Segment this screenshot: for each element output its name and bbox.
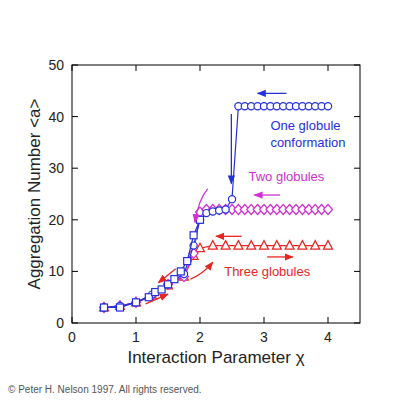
x-tick <box>200 317 201 323</box>
point <box>132 297 141 306</box>
point <box>324 204 333 214</box>
y-tick <box>354 116 360 117</box>
x-tick <box>136 65 137 71</box>
series-line <box>104 220 200 308</box>
direction-arrow <box>158 269 175 283</box>
point <box>260 241 269 250</box>
y-tick <box>72 271 78 272</box>
series-label: Three globules <box>224 264 310 279</box>
y-tick-label: 40 <box>48 109 64 125</box>
series-line <box>104 246 328 308</box>
point <box>133 299 140 306</box>
x-tick <box>328 65 329 71</box>
direction-arrow <box>258 93 287 94</box>
y-tick <box>354 271 360 272</box>
y-tick <box>72 116 78 117</box>
point <box>184 258 191 265</box>
chart: 0123401020304050Interaction Parameter χA… <box>0 0 400 400</box>
direction-arrow <box>267 256 293 257</box>
point <box>234 241 243 250</box>
y-tick <box>72 65 78 66</box>
x-tick-label: 3 <box>260 329 268 345</box>
point <box>272 241 281 250</box>
point <box>132 297 141 307</box>
x-axis-title: Interaction Parameter χ <box>127 348 304 367</box>
point <box>324 241 333 250</box>
x-tick <box>136 317 137 323</box>
point <box>100 303 109 313</box>
y-tick-label: 20 <box>48 212 64 228</box>
y-tick <box>72 219 78 220</box>
point <box>171 276 178 283</box>
x-tick-label: 2 <box>196 329 204 345</box>
label-line: One globule <box>270 118 340 133</box>
point <box>196 216 203 223</box>
y-tick <box>354 65 360 66</box>
point <box>177 268 184 275</box>
point <box>228 196 235 203</box>
y-tick-label: 0 <box>56 315 64 331</box>
series-label: Two globules <box>248 169 324 184</box>
y-tick-label: 50 <box>48 57 64 73</box>
label-line: conformation <box>270 135 345 150</box>
series-line <box>104 209 328 307</box>
point <box>101 304 108 311</box>
y-tick <box>354 219 360 220</box>
x-tick-label: 4 <box>324 329 332 345</box>
y-axis-title: Aggregation Number <a> <box>25 98 44 289</box>
x-tick <box>264 317 265 323</box>
point <box>132 299 139 306</box>
point <box>311 241 320 250</box>
point <box>116 301 125 311</box>
point <box>221 241 230 250</box>
x-tick-label: 0 <box>68 329 76 345</box>
point <box>190 232 197 239</box>
point <box>285 241 294 250</box>
point <box>247 241 256 250</box>
plot-frame <box>72 65 360 323</box>
x-tick <box>328 317 329 323</box>
point <box>208 241 217 250</box>
y-tick <box>354 323 360 324</box>
y-tick <box>72 168 78 169</box>
direction-arrow <box>216 236 242 237</box>
copyright: © Peter H. Nelson 1997. All rights reser… <box>8 384 202 395</box>
direction-arrow <box>195 189 208 223</box>
point <box>324 103 331 110</box>
point <box>298 241 307 250</box>
direction-arrow <box>146 294 168 304</box>
x-tick <box>72 317 73 323</box>
x-tick <box>72 65 73 71</box>
direction-arrow <box>254 194 280 195</box>
point <box>117 304 124 311</box>
x-tick <box>200 65 201 71</box>
x-tick <box>264 65 265 71</box>
y-tick <box>354 168 360 169</box>
y-tick-label: 10 <box>48 263 64 279</box>
point <box>100 304 107 311</box>
point <box>222 206 229 213</box>
series-label: One globule conformation <box>270 118 345 150</box>
x-tick-label: 1 <box>132 329 140 345</box>
point <box>100 303 109 312</box>
direction-arrow <box>231 114 232 184</box>
point <box>197 216 204 223</box>
y-tick-label: 30 <box>48 160 64 176</box>
direction-arrow <box>190 262 212 279</box>
y-tick <box>72 323 78 324</box>
